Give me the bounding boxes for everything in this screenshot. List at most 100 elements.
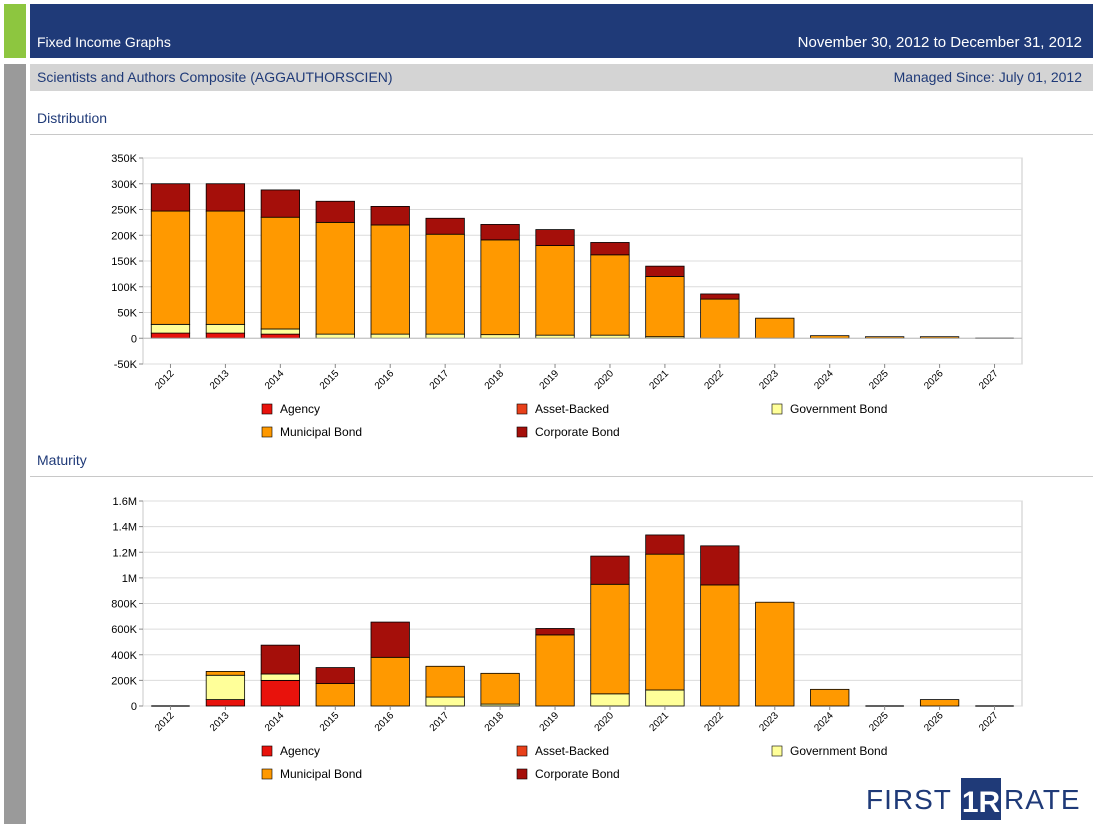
- bar-government-bond: [425, 333, 465, 339]
- bar-corporate-bond: [370, 621, 410, 658]
- bar-government-bond: [205, 323, 246, 334]
- bar-municipal-bond: [590, 254, 630, 336]
- x-tick-label: 2023: [757, 368, 781, 392]
- bar-government-bond: [425, 696, 465, 707]
- legend-swatch: [516, 745, 528, 757]
- bar-government-bond: [150, 323, 191, 334]
- bar-corporate-bond: [645, 534, 685, 555]
- logo-first: FIRST: [866, 784, 952, 815]
- y-tick-label: 1.4M: [113, 522, 137, 534]
- bar-corporate-bond: [370, 206, 410, 226]
- bar-municipal-bond: [590, 583, 630, 695]
- bar-agency: [150, 332, 191, 339]
- bar-municipal-bond: [370, 656, 410, 707]
- y-tick-label: 400K: [111, 650, 137, 662]
- bar-corporate-bond: [150, 183, 191, 212]
- y-tick-label: 200K: [111, 675, 137, 687]
- bar-municipal-bond: [315, 221, 355, 335]
- bar-municipal-bond: [315, 683, 355, 707]
- report-title: Fixed Income Graphs: [37, 34, 171, 50]
- bar-municipal-bond: [810, 688, 850, 707]
- bar-municipal-bond: [755, 317, 795, 339]
- x-tick-label: 2022: [702, 710, 726, 734]
- legend-swatch: [261, 768, 273, 780]
- maturity-divider: [30, 476, 1093, 477]
- y-tick-label: 1.6M: [113, 496, 137, 508]
- distribution-chart: -50K 0 50K 100K 150K 200K 250K 300K 350K 2012 2013…: [111, 153, 1023, 439]
- y-tick-label: 300K: [111, 179, 137, 191]
- y-tick-label: 0: [131, 333, 137, 345]
- bar-corporate-bond: [590, 242, 630, 256]
- bar-municipal-bond: [645, 553, 685, 691]
- legend-label: Corporate Bond: [535, 767, 620, 781]
- x-tick-label: 2019: [538, 710, 562, 734]
- bar-government-bond: [315, 333, 355, 339]
- legend-label: Municipal Bond: [280, 767, 362, 781]
- bar-corporate-bond: [425, 217, 465, 235]
- bar-municipal-bond: [480, 672, 520, 705]
- x-tick-label: 2025: [867, 368, 891, 392]
- x-tick-label: 2015: [318, 368, 342, 392]
- bar-municipal-bond: [919, 699, 960, 707]
- bar-municipal-bond: [205, 210, 246, 325]
- x-tick-label: 2026: [922, 710, 946, 734]
- bar-corporate-bond: [260, 189, 300, 218]
- y-tick-label: 50K: [117, 308, 137, 320]
- bar-corporate-bond: [480, 224, 520, 241]
- bar-agency: [205, 332, 246, 339]
- x-tick-label: 2027: [977, 710, 1001, 734]
- bar-municipal-bond: [260, 216, 300, 330]
- x-tick-label: 2024: [812, 710, 836, 734]
- x-tick-label: 2020: [593, 368, 617, 392]
- legend-label: Corporate Bond: [535, 425, 620, 439]
- bar-corporate-bond: [315, 667, 355, 684]
- x-tick-label: 2017: [428, 368, 452, 392]
- y-tick-label: 0: [131, 701, 137, 713]
- legend-swatch: [771, 403, 783, 415]
- side-bar: [4, 64, 26, 824]
- y-tick-label: 800K: [111, 599, 137, 611]
- bar-government-bond: [260, 328, 300, 335]
- y-tick-label: 350K: [111, 153, 137, 165]
- legend-swatch: [261, 745, 273, 757]
- bar-municipal-bond: [535, 245, 575, 336]
- bar-government-bond: [480, 334, 520, 339]
- maturity-title: Maturity: [37, 452, 87, 468]
- x-tick-label: 2027: [977, 368, 1001, 392]
- legend-swatch: [516, 426, 528, 438]
- portfolio-name: Scientists and Authors Composite (AGGAUT…: [37, 69, 393, 85]
- distribution-title: Distribution: [37, 110, 108, 126]
- x-tick-label: 2021: [648, 710, 672, 734]
- bar-municipal-bond: [370, 224, 410, 335]
- x-tick-label: 2026: [922, 368, 946, 392]
- bar-municipal-bond: [700, 298, 740, 339]
- bar-municipal-bond: [425, 665, 465, 698]
- managed-since: Managed Since: July 01, 2012: [893, 69, 1082, 85]
- y-tick-label: 100K: [111, 282, 137, 294]
- legend-swatch: [261, 426, 273, 438]
- x-tick-label: 2017: [428, 710, 452, 734]
- legend-swatch: [516, 403, 528, 415]
- y-tick-label: 1.2M: [113, 547, 137, 559]
- bar-government-bond: [205, 674, 246, 700]
- bar-agency: [205, 699, 246, 707]
- logo-mark: 1R: [962, 786, 1001, 819]
- bar-corporate-bond: [700, 293, 740, 300]
- x-tick-label: 2013: [208, 368, 232, 392]
- x-tick-label: 2021: [648, 368, 672, 392]
- header-accent-bar: [4, 4, 26, 58]
- bar-government-bond: [370, 333, 410, 339]
- bar-municipal-bond: [150, 210, 191, 325]
- x-tick-label: 2013: [208, 710, 232, 734]
- report-date-range: November 30, 2012 to December 31, 2012: [797, 34, 1082, 51]
- x-tick-label: 2014: [263, 368, 287, 392]
- bar-municipal-bond: [755, 601, 795, 707]
- x-tick-label: 2023: [757, 710, 781, 734]
- legend-label: Asset-Backed: [535, 402, 609, 416]
- bar-municipal-bond: [700, 584, 740, 707]
- report-header: Fixed Income Graphs November 30, 2012 to…: [30, 4, 1093, 58]
- bar-municipal-bond: [535, 634, 575, 707]
- firstrate-logo: FIRST 1R RATE: [866, 778, 1080, 820]
- distribution-divider: [30, 134, 1093, 135]
- y-tick-label: 600K: [111, 624, 137, 636]
